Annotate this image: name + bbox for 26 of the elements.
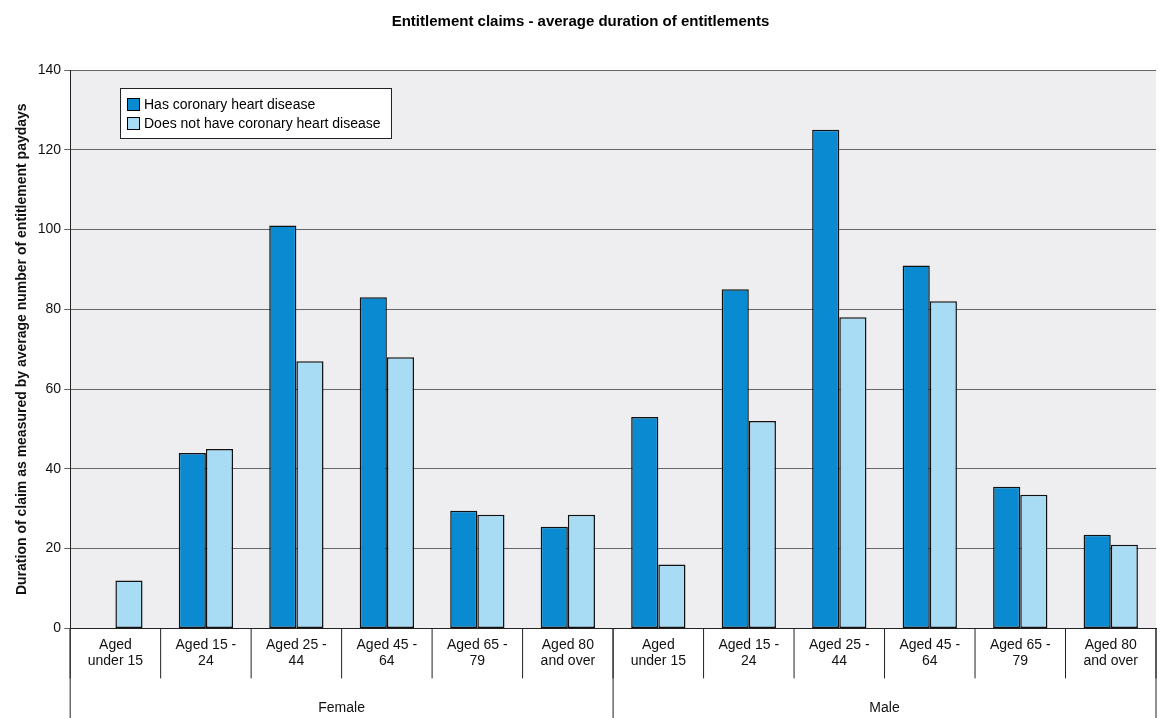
- x-tick-label: Aged 65 - 79: [446, 635, 509, 669]
- x-tick-label: Aged 25 - 44: [808, 635, 870, 669]
- y-tick-label: 140: [37, 60, 62, 77]
- x-tick-label: Aged 65 - 79: [989, 635, 1051, 669]
- x-tick-label: Aged under 15: [87, 635, 144, 669]
- x-tick-label: Aged 15 - 24: [718, 635, 780, 669]
- text: Male: [869, 699, 900, 716]
- x-tick-label: Aged 45 - 64: [356, 635, 418, 669]
- x-tick-label: Aged 80 and over: [1083, 635, 1139, 669]
- x-tick-label: Aged under 15: [630, 635, 687, 669]
- y-axis-title: Duration of claim as measured by average number of entitlement paydays: [13, 103, 30, 596]
- chart-title: Entitlement claims - average duration of entitlements: [390, 12, 771, 29]
- legend-label: Has coronary heart disease: [144, 96, 316, 112]
- x-tick-label: Aged 25 - 44: [266, 635, 328, 669]
- y-tick-label: 40: [45, 459, 62, 476]
- x-tick-label: Aged 80 and over: [540, 635, 596, 669]
- y-tick-label: 20: [45, 539, 62, 556]
- y-tick-label: 60: [45, 379, 62, 396]
- x-tick-label: Aged 45 - 64: [899, 635, 961, 669]
- legend-label: Does not have coronary heart disease: [144, 115, 381, 131]
- y-tick-label: 100: [37, 220, 62, 237]
- y-tick-label: 0: [53, 619, 62, 636]
- text: Female: [318, 699, 366, 716]
- y-tick-label: 120: [37, 140, 62, 157]
- x-tick-label: Aged 15 - 24: [175, 635, 237, 669]
- y-tick-label: 80: [45, 300, 62, 317]
